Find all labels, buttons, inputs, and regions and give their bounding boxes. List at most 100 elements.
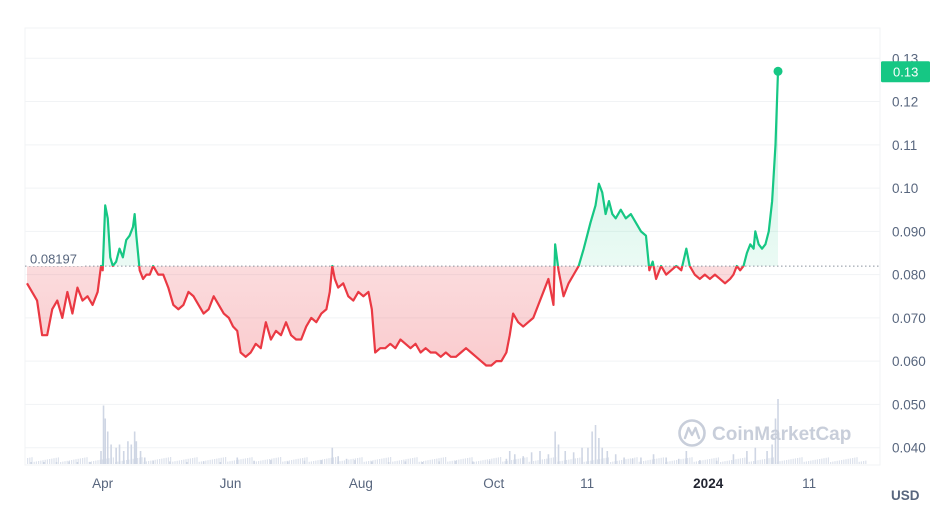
x-tick-label: Oct	[483, 476, 504, 491]
volume-bar	[169, 461, 171, 464]
price-line-below	[26, 266, 745, 367]
volume-bar	[561, 460, 563, 464]
volume-bar	[557, 461, 559, 464]
volume-bar	[407, 458, 409, 464]
volume-bar	[376, 459, 378, 464]
volume-bar	[244, 458, 246, 464]
volume-bar	[282, 461, 284, 464]
volume-bar	[618, 460, 620, 464]
volume-bar	[99, 459, 101, 464]
volume-bar	[118, 444, 121, 464]
volume-bar	[44, 459, 46, 464]
volume-bar	[174, 461, 176, 464]
volume-bar	[480, 460, 482, 464]
volume-bar	[790, 459, 792, 464]
volume-bar	[606, 451, 609, 464]
volume-bar	[339, 461, 341, 464]
volume-bar	[845, 459, 847, 464]
volume-bar	[308, 461, 310, 464]
volume-bar	[346, 460, 348, 464]
volume-bar	[163, 458, 165, 464]
volume-bar	[161, 458, 163, 464]
volume-bar	[530, 461, 532, 464]
volume-bar	[486, 459, 488, 464]
volume-bar	[315, 460, 317, 464]
volume-bar	[699, 460, 701, 464]
volume-bar	[194, 457, 196, 464]
volume-bar	[744, 457, 746, 464]
volume-bar	[73, 459, 75, 464]
current-price-badge	[881, 61, 930, 83]
volume-bar	[599, 459, 601, 464]
volume-bar	[374, 459, 376, 464]
volume-bars	[27, 399, 867, 464]
volume-bar	[387, 457, 389, 464]
volume-bar	[814, 459, 816, 464]
volume-bar	[799, 457, 801, 464]
volume-bar	[720, 462, 722, 464]
volume-bar	[262, 460, 264, 464]
volume-bar	[110, 444, 112, 464]
volume-bar	[299, 458, 301, 464]
volume-bar	[68, 460, 70, 464]
volume-bar	[392, 461, 394, 464]
volume-bar	[100, 451, 102, 464]
y-tick-label: 0.050	[892, 397, 926, 412]
volume-bar	[122, 451, 125, 464]
volume-bar	[317, 460, 319, 464]
volume-bar	[115, 447, 117, 464]
volume-bar	[603, 458, 605, 464]
volume-bar	[678, 459, 680, 464]
volume-bar	[62, 461, 64, 464]
volume-bar	[504, 461, 506, 464]
volume-bar	[249, 457, 251, 464]
volume-bar	[76, 462, 79, 464]
volume-bar	[484, 459, 486, 464]
volume-bar	[332, 457, 334, 464]
volume-bar	[590, 460, 592, 464]
volume-bar	[572, 452, 575, 464]
volume-bar	[383, 458, 385, 464]
volume-bar	[656, 458, 658, 464]
volume-bar	[132, 458, 134, 464]
volume-bar	[172, 461, 174, 464]
x-tick-label: Aug	[349, 476, 373, 491]
volume-bar	[418, 461, 420, 464]
volume-bar	[93, 461, 95, 464]
volume-bar	[570, 459, 572, 464]
volume-bar	[546, 458, 548, 464]
volume-bar	[361, 457, 363, 464]
volume-bar	[209, 459, 211, 464]
volume-bar	[852, 458, 854, 464]
volume-bar	[313, 461, 315, 464]
volume-bar	[458, 459, 460, 464]
volume-bar	[90, 461, 92, 464]
volume-bar	[539, 451, 541, 464]
volume-bar	[805, 461, 807, 464]
volume-bar	[60, 462, 62, 464]
volume-bar	[591, 431, 593, 464]
volume-bar	[623, 459, 625, 464]
reference-label-background	[27, 251, 83, 267]
volume-bar	[739, 458, 741, 464]
volume-bar	[482, 460, 484, 464]
volume-bar	[585, 461, 587, 464]
volume-bar	[838, 460, 840, 464]
volume-bar	[42, 460, 44, 464]
volume-bar	[777, 399, 779, 464]
volume-bar	[240, 459, 242, 464]
volume-bar	[731, 460, 733, 464]
volume-bar	[554, 431, 556, 464]
x-tick-label: Jun	[220, 476, 242, 491]
volume-bar	[385, 457, 387, 464]
volume-bar	[684, 458, 686, 464]
volume-bar	[667, 461, 669, 464]
volume-bar	[587, 447, 589, 464]
volume-bar	[363, 461, 365, 464]
volume-bar	[205, 460, 207, 464]
coinmarketcap-logo-icon	[678, 419, 706, 447]
volume-bar	[51, 458, 53, 464]
volume-bar	[31, 457, 33, 464]
volume-bar	[420, 461, 422, 464]
